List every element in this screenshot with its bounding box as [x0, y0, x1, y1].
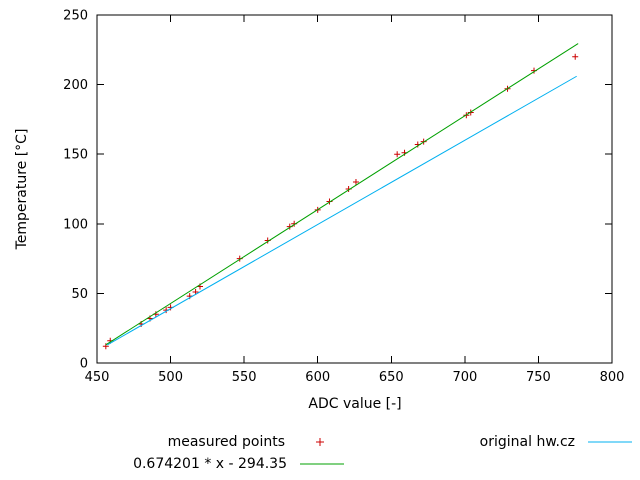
- x-tick-label: 750: [526, 370, 551, 385]
- x-tick-label: 650: [379, 370, 404, 385]
- y-tick-label: 0: [80, 357, 88, 372]
- legend-entry-original-hwcz: original hw.cz: [480, 434, 633, 450]
- x-tick-label: 600: [305, 370, 330, 385]
- legend-sample-blue-line-icon: [587, 435, 633, 449]
- legend-sample-plus-icon: [297, 435, 343, 449]
- plus-marker-icon: [326, 198, 333, 205]
- x-tick-label: 450: [85, 370, 110, 385]
- legend-label-original-hwcz: original hw.cz: [479, 434, 575, 450]
- y-tick-label: 200: [63, 78, 88, 93]
- y-tick-label: 100: [63, 217, 88, 232]
- x-tick-label: 500: [158, 370, 183, 385]
- series-line-1: [105, 43, 579, 346]
- x-axis-label: ADC value [-]: [308, 396, 402, 412]
- x-tick-label: 700: [452, 370, 477, 385]
- y-tick-label: 250: [63, 9, 88, 24]
- x-tick-label: 550: [232, 370, 257, 385]
- legend-sample-green-line-icon: [299, 457, 345, 471]
- legend-label-fit-line: 0.674201 * x - 294.35: [133, 456, 287, 472]
- plus-marker-icon: [394, 151, 401, 158]
- series-points-0: [102, 53, 579, 350]
- series-line-2: [107, 75, 577, 346]
- plus-marker-icon: [316, 438, 324, 446]
- x-tick-label: 800: [600, 370, 625, 385]
- y-axis-label: Temperature [°C]: [14, 128, 30, 250]
- legend-entry-measured-points: measured points: [168, 434, 343, 450]
- y-tick-label: 50: [71, 287, 88, 302]
- legend-entry-fit-line: 0.674201 * x - 294.35: [133, 456, 345, 472]
- plot-border: [96, 14, 613, 364]
- plus-marker-icon: [572, 53, 579, 60]
- legend-label-measured-points: measured points: [167, 434, 285, 450]
- y-tick-label: 150: [63, 148, 88, 163]
- plus-marker-icon: [352, 179, 359, 186]
